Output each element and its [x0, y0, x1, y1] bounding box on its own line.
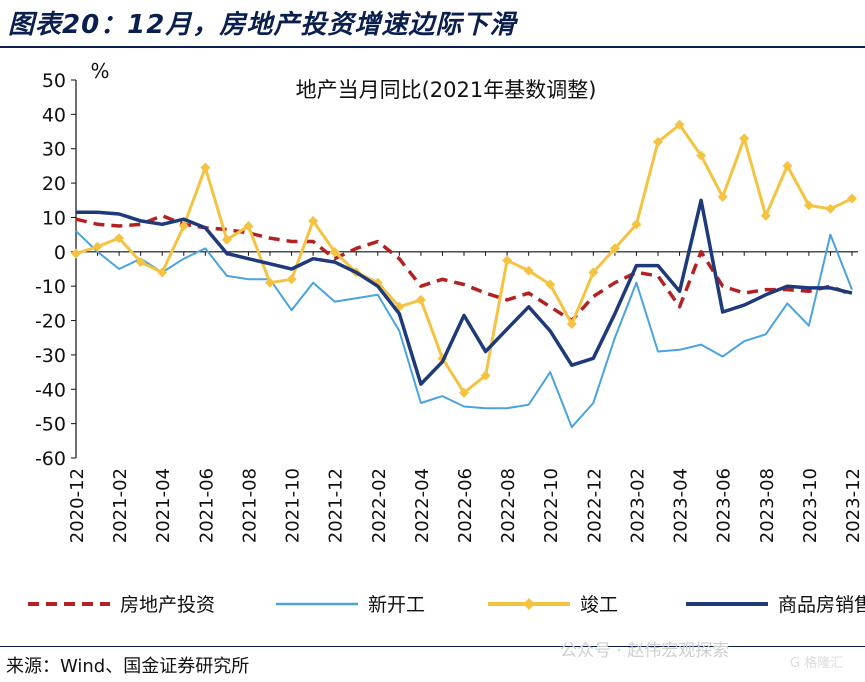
- data-point-marker: [566, 318, 577, 329]
- x-tick-label: 2021-10: [283, 468, 304, 543]
- figure-title: 图表20：12月，房地产投资增速边际下滑: [8, 10, 517, 40]
- y-tick-label: 10: [42, 207, 66, 229]
- y-tick-label: -30: [35, 345, 66, 367]
- x-tick-label: 2021-06: [196, 468, 217, 543]
- data-point-marker: [653, 136, 663, 147]
- data-point-marker: [178, 221, 189, 232]
- y-tick-label: -50: [35, 414, 66, 436]
- series-line-4: [76, 198, 853, 386]
- data-point-marker: [545, 279, 556, 290]
- data-point-marker: [609, 243, 620, 254]
- legend-label: 商品房销售: [778, 594, 865, 616]
- x-tick-label: 2023-02: [627, 468, 648, 543]
- series-line-2: [75, 230, 853, 429]
- x-tick-label: 2021-08: [239, 468, 260, 543]
- data-point-marker: [502, 255, 513, 266]
- x-tick-label: 2022-06: [455, 468, 476, 543]
- x-tick-label: 2022-02: [369, 468, 390, 543]
- chart-title: 地产当月同比(2021年基数调整): [296, 78, 597, 102]
- x-tick-label: 2022-12: [584, 468, 605, 543]
- x-tick-label: 2023-08: [757, 468, 778, 543]
- data-point-marker: [135, 257, 146, 268]
- data-point-marker: [631, 219, 642, 230]
- data-point-marker: [803, 200, 814, 211]
- x-tick-label: 2022-04: [412, 468, 433, 543]
- x-tick-label: 2022-10: [541, 468, 562, 543]
- data-point-marker: [286, 274, 297, 285]
- x-tick-label: 2022-08: [498, 468, 519, 543]
- legend-label: 房地产投资: [120, 594, 215, 616]
- data-point-marker: [847, 193, 857, 204]
- source-note: 来源：Wind、国金证券研究所: [6, 656, 250, 677]
- data-point-marker: [717, 191, 728, 202]
- x-tick-label: 2020-12: [67, 468, 88, 543]
- y-tick-label: -40: [35, 379, 66, 401]
- data-point-marker: [71, 248, 81, 259]
- data-point-marker: [329, 246, 340, 257]
- data-point-marker: [760, 210, 771, 221]
- data-point-marker: [415, 294, 426, 305]
- y-tick-label: -10: [35, 276, 66, 298]
- data-point-marker: [265, 277, 275, 288]
- x-tick-label: 2021-02: [110, 468, 131, 543]
- data-point-marker: [221, 234, 232, 245]
- data-point-marker: [92, 241, 103, 252]
- y-tick-label: 0: [54, 242, 66, 264]
- watermark: 公众号 · 赵伟宏观探索: [560, 641, 730, 661]
- chart-series: [71, 119, 857, 429]
- data-point-marker: [696, 150, 707, 161]
- series-line-1: [75, 213, 853, 323]
- y-tick-label: -60: [35, 448, 66, 470]
- data-point-marker: [243, 221, 254, 232]
- legend-label: 竣工: [580, 594, 618, 616]
- data-point-marker: [114, 233, 125, 244]
- data-point-marker: [739, 133, 750, 144]
- chart-legend: 房地产投资 新开工 竣工 商品房销售: [28, 594, 865, 616]
- x-tick-label: 2021-04: [153, 468, 174, 543]
- legend-marker: [523, 598, 535, 610]
- y-axis-unit: %: [90, 59, 109, 83]
- watermark-logo: G 格隆汇: [790, 656, 844, 671]
- legend-label: 新开工: [368, 594, 425, 616]
- data-point-marker: [200, 162, 211, 173]
- series-line-3: [75, 123, 853, 395]
- data-point-marker: [674, 119, 685, 130]
- x-tick-label: 2023-06: [714, 468, 735, 543]
- x-tick-label: 2023-04: [671, 468, 692, 543]
- data-point-marker: [825, 203, 836, 214]
- y-tick-label: 50: [42, 70, 66, 92]
- x-tick-label: 2023-10: [800, 468, 821, 543]
- y-tick-label: 20: [42, 173, 66, 195]
- data-point-marker: [782, 160, 793, 171]
- title-divider: [0, 46, 865, 48]
- footer-divider: [0, 646, 865, 647]
- x-tick-label: 2023-12: [843, 468, 864, 543]
- data-point-marker: [157, 267, 168, 278]
- data-point-marker: [588, 267, 599, 278]
- data-point-marker: [459, 387, 469, 398]
- data-point-marker: [308, 215, 319, 226]
- y-tick-label: -20: [35, 311, 66, 333]
- data-point-marker: [480, 370, 491, 381]
- y-tick-label: 40: [42, 104, 66, 126]
- y-tick-label: 30: [42, 139, 66, 161]
- data-point-marker: [523, 265, 534, 276]
- x-tick-label: 2021-12: [326, 468, 347, 543]
